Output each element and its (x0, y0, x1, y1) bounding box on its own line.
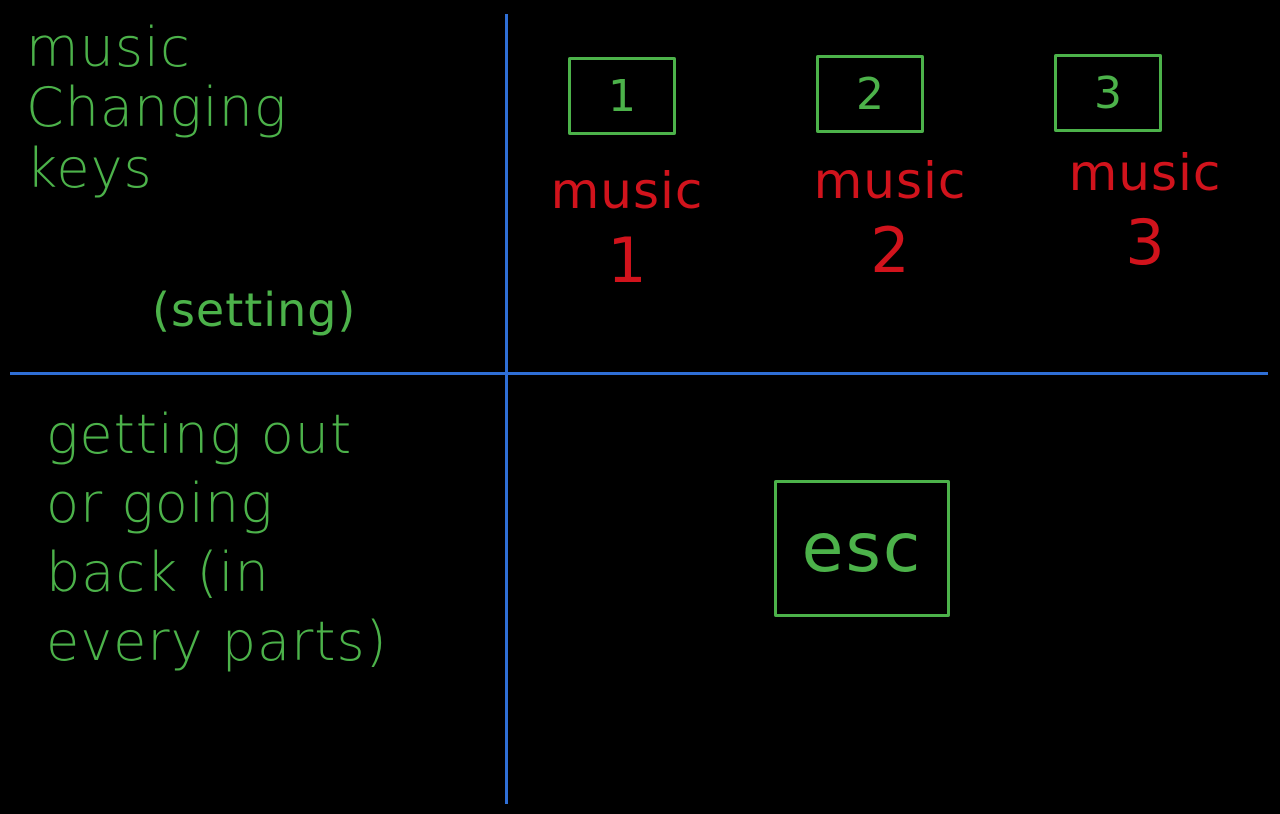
music-2-number: 2 (870, 213, 910, 287)
vertical-divider (505, 14, 508, 804)
music-3-word: music (1068, 144, 1222, 202)
back-navigation-heading: getting out or going back (in every part… (46, 400, 388, 676)
key-1-button[interactable]: 1 (568, 57, 676, 135)
heading-line-3: keys (26, 136, 153, 200)
heading-line-2: Changing (26, 76, 288, 140)
heading-line-1: music (26, 16, 191, 79)
back-line-1: getting out (46, 403, 353, 466)
music-changing-keys-heading: music Changing keys (26, 16, 288, 200)
music-1-caption: music 1 (527, 165, 727, 293)
back-line-3: back (in (46, 541, 270, 605)
music-2-word: music (813, 152, 967, 210)
back-line-4: every parts) (46, 610, 388, 674)
esc-key-button[interactable]: esc (774, 480, 950, 617)
music-3-number: 3 (1125, 205, 1165, 279)
back-line-2: or going (46, 472, 274, 536)
music-2-caption: music 2 (790, 155, 990, 283)
music-3-caption: music 3 (1045, 147, 1245, 275)
setting-note: (setting) (152, 283, 357, 337)
music-1-number: 1 (607, 223, 647, 297)
key-2-button[interactable]: 2 (816, 55, 924, 133)
key-3-button[interactable]: 3 (1054, 54, 1162, 132)
music-1-word: music (550, 162, 704, 220)
horizontal-divider (10, 372, 1268, 375)
